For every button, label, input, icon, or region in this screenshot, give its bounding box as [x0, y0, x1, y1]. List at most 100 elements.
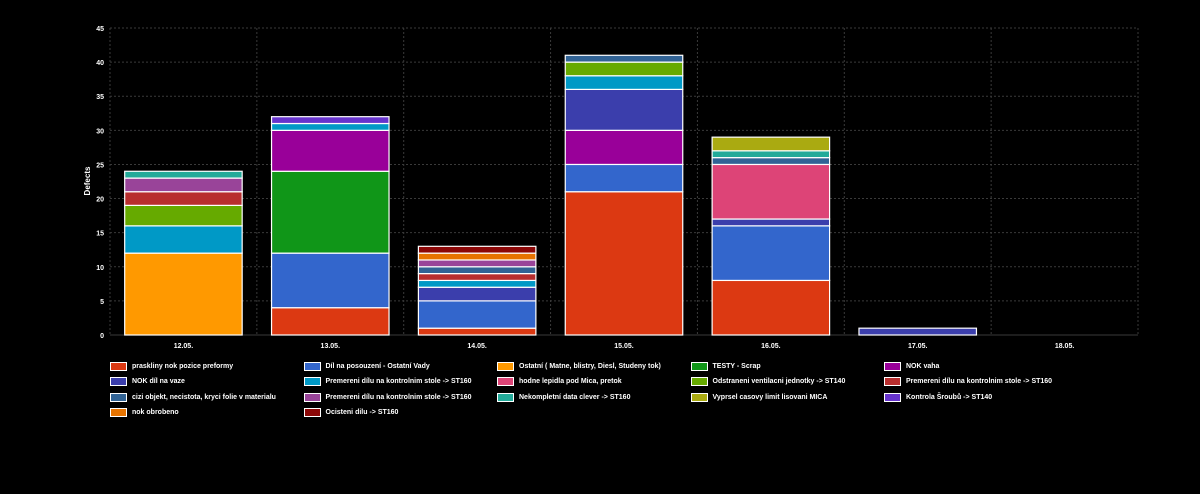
legend-item[interactable]: Díl na posouzení - Ostatní Vady	[303, 360, 430, 372]
bar-segment	[564, 163, 684, 193]
legend-swatch	[110, 361, 127, 371]
legend-swatch	[110, 392, 127, 402]
bar-segment	[417, 259, 537, 268]
y-tick-label: 10	[96, 265, 104, 272]
legend-label: Díl na posouzení - Ostatní Vady	[325, 362, 430, 370]
legend-swatch	[303, 408, 321, 417]
legend-label: Odstraneni ventilacni jednotky -> ST140	[712, 378, 846, 385]
bar-segment	[858, 327, 978, 336]
x-tick-label: 12.05.	[174, 343, 194, 350]
legend-label: TESTY - Scrap	[712, 362, 761, 370]
stacked-bar-chart: 0 5 10 15 20 25 30 35 40 45 12.05. 13.05. 14.05. 15.…	[83, 26, 1139, 350]
y-tick-label: 0	[100, 333, 104, 340]
legend-label: Premereni dílu na kontrolnim stole -> ST…	[325, 378, 472, 385]
bar-segment	[711, 163, 831, 220]
legend-swatch	[303, 361, 321, 371]
x-tick-label: 17.05.	[908, 343, 928, 350]
legend-item[interactable]: Odstraneni ventilacni jednotky -> ST140	[690, 376, 846, 388]
bar-segment	[417, 327, 537, 336]
legend-swatch	[690, 377, 708, 386]
legend-swatch	[884, 361, 901, 371]
legend-swatch	[497, 377, 514, 386]
legend-item[interactable]: Premereni dílu na kontrolnim stole -> ST…	[884, 376, 1052, 388]
legend-label: Kontrola Šroubů -> ST140	[906, 393, 993, 401]
bar-stacks	[124, 54, 978, 336]
bar-segment	[270, 116, 390, 125]
legend-swatch	[497, 361, 514, 371]
y-tick-label: 30	[96, 128, 104, 135]
bar-segment	[417, 245, 537, 254]
legend-swatch	[690, 361, 708, 371]
bar-segment	[270, 129, 390, 172]
legend-label: praskliny nok pozice preformy	[132, 362, 234, 370]
legend-swatch	[110, 377, 127, 386]
bar-segment	[270, 170, 390, 254]
legend-label: Ostatní ( Matne, blistry, Diesl, Studeny…	[519, 362, 661, 370]
legend-item[interactable]: Kontrola Šroubů -> ST140	[884, 391, 992, 403]
bar-segment	[564, 54, 684, 63]
x-tick-label: 15.05.	[614, 343, 634, 350]
bar-segment	[270, 252, 390, 309]
legend-swatch	[303, 392, 321, 402]
legend-label: cizi objekt, necistota, kryci folie v ma…	[132, 393, 276, 401]
legend-swatch	[884, 392, 901, 402]
y-tick-label: 20	[96, 197, 104, 204]
bar-segment	[711, 157, 831, 166]
legend-item[interactable]: TESTY - Scrap	[690, 360, 761, 372]
bar-segment	[417, 300, 537, 329]
bar-segment	[417, 279, 537, 288]
bar-segment	[711, 279, 831, 336]
bar-segment	[124, 177, 243, 193]
legend-item[interactable]: NOK vaha	[884, 360, 939, 372]
legend-label: NOK díl na vaze	[132, 378, 185, 385]
legend-label: nok obrobeno	[132, 409, 179, 416]
bar-segment	[711, 225, 831, 282]
legend-item[interactable]: praskliny nok pozice preformy	[110, 360, 233, 372]
legend-label: Ocisteni dilu -> ST160	[325, 409, 399, 416]
bar-segment	[711, 136, 831, 152]
bar-segment	[124, 225, 243, 254]
legend-swatch	[110, 408, 127, 417]
bar-segment	[564, 61, 684, 77]
legend-label: Nekompletní data clever -> ST160	[519, 393, 631, 401]
y-tick-label: 40	[96, 60, 104, 67]
y-tick-label: 15	[96, 231, 104, 238]
bar-segment	[124, 170, 243, 179]
legend-label: Premereni dílu na kontrolnim stole -> ST…	[325, 393, 472, 401]
bar-segment	[564, 129, 684, 166]
bar-segment	[564, 75, 684, 90]
x-tick-label: 18.05.	[1055, 343, 1075, 350]
legend-label: Premereni dílu na kontrolnim stole -> ST…	[906, 378, 1053, 385]
legend-swatch	[884, 377, 901, 386]
legend-item[interactable]: Nekompletní data clever -> ST160	[497, 391, 630, 403]
y-tick-label: 45	[96, 26, 104, 33]
bar-segment	[270, 307, 390, 336]
x-tick-label: 16.05.	[761, 343, 781, 350]
legend-item[interactable]: Premereni dílu na kontrolnim stole -> ST…	[303, 376, 472, 388]
x-tick-label: 14.05.	[467, 343, 487, 350]
y-axis-label: Defects	[83, 166, 92, 195]
legend-item[interactable]: Ocisteni dilu -> ST160	[303, 407, 399, 419]
bar-segment	[564, 88, 684, 131]
y-tick-label: 25	[96, 162, 104, 169]
y-axis-ticks: 0 5 10 15 20 25 30 35 40 45	[96, 26, 104, 340]
legend-label: Vyprsel casovy limit lisovani MICA	[712, 393, 828, 401]
legend-label: NOK vaha	[906, 362, 940, 370]
bar-segment	[417, 273, 537, 282]
legend-item[interactable]: Vyprsel casovy limit lisovani MICA	[690, 391, 828, 403]
legend-label: hodne lepidla pod Mica, pretok	[519, 378, 622, 385]
x-axis-ticks: 12.05. 13.05. 14.05. 15.05. 16.05. 17.05. 18.0…	[174, 343, 1075, 350]
legend-item[interactable]: Premereni dílu na kontrolnim stole -> ST…	[303, 391, 472, 403]
legend-item[interactable]: Ostatní ( Matne, blistry, Diesl, Studeny…	[497, 360, 661, 372]
legend-item[interactable]: NOK díl na vaze	[110, 376, 185, 388]
x-tick-label: 13.05.	[321, 343, 341, 350]
legend-item[interactable]: cizi objekt, necistota, kryci folie v ma…	[110, 391, 276, 403]
legend-swatch	[497, 392, 514, 402]
bar-segment	[564, 191, 684, 336]
bar-segment	[417, 286, 537, 302]
legend-item[interactable]: nok obrobeno	[110, 407, 179, 419]
bar-segment	[711, 218, 831, 227]
bar-segment	[124, 252, 243, 336]
bar-segment	[124, 191, 243, 206]
legend-item[interactable]: hodne lepidla pod Mica, pretok	[497, 376, 622, 388]
